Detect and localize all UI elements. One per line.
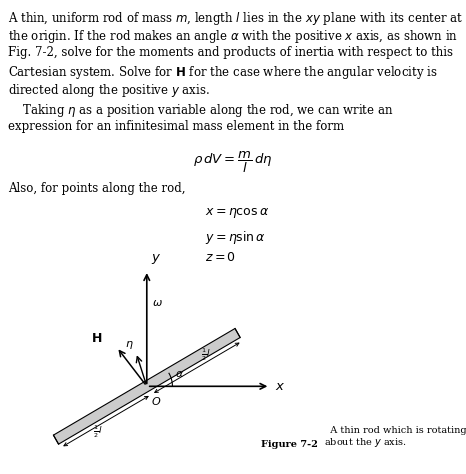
Text: $O$: $O$ xyxy=(151,395,161,407)
Text: expression for an infinitesimal mass element in the form: expression for an infinitesimal mass ele… xyxy=(8,120,344,133)
Text: Figure 7-2: Figure 7-2 xyxy=(261,440,318,449)
Polygon shape xyxy=(54,328,240,444)
Text: $\frac{1}{2}l$: $\frac{1}{2}l$ xyxy=(201,346,211,363)
Text: $x$: $x$ xyxy=(275,380,285,393)
Text: $\omega$: $\omega$ xyxy=(152,298,163,309)
Text: Also, for points along the rod,: Also, for points along the rod, xyxy=(8,182,186,195)
Text: $y = \eta \sin \alpha$: $y = \eta \sin \alpha$ xyxy=(205,229,266,246)
Text: $\frac{1}{2}l$: $\frac{1}{2}l$ xyxy=(93,423,103,440)
Text: $\rho\, dV = \dfrac{m}{l}\, d\eta$: $\rho\, dV = \dfrac{m}{l}\, d\eta$ xyxy=(193,150,273,175)
Text: $z = 0$: $z = 0$ xyxy=(205,251,236,264)
Text: $\alpha$: $\alpha$ xyxy=(175,369,184,379)
Text: A thin rod which is rotating
about the $y$ axis.: A thin rod which is rotating about the $… xyxy=(324,426,466,449)
Text: $y$: $y$ xyxy=(151,252,161,266)
Text: directed along the positive $y$ axis.: directed along the positive $y$ axis. xyxy=(8,82,210,100)
Text: Taking $\eta$ as a position variable along the rod, we can write an: Taking $\eta$ as a position variable alo… xyxy=(8,102,394,119)
Text: Cartesian system. Solve for $\mathbf{H}$ for the case where the angular velocity: Cartesian system. Solve for $\mathbf{H}$… xyxy=(8,64,438,82)
Text: Fig. 7-2, solve for the moments and products of inertia with respect to this: Fig. 7-2, solve for the moments and prod… xyxy=(8,46,453,59)
Text: $\mathbf{H}$: $\mathbf{H}$ xyxy=(90,332,102,345)
Text: the origin. If the rod makes an angle $\alpha$ with the positive $x$ axis, as sh: the origin. If the rod makes an angle $\… xyxy=(8,28,459,46)
Text: $x = \eta \cos \alpha$: $x = \eta \cos \alpha$ xyxy=(205,206,269,220)
Text: A thin, uniform rod of mass $m$, length $l$ lies in the $xy$ plane with its cent: A thin, uniform rod of mass $m$, length … xyxy=(8,10,464,27)
Text: $\eta$: $\eta$ xyxy=(125,338,134,351)
